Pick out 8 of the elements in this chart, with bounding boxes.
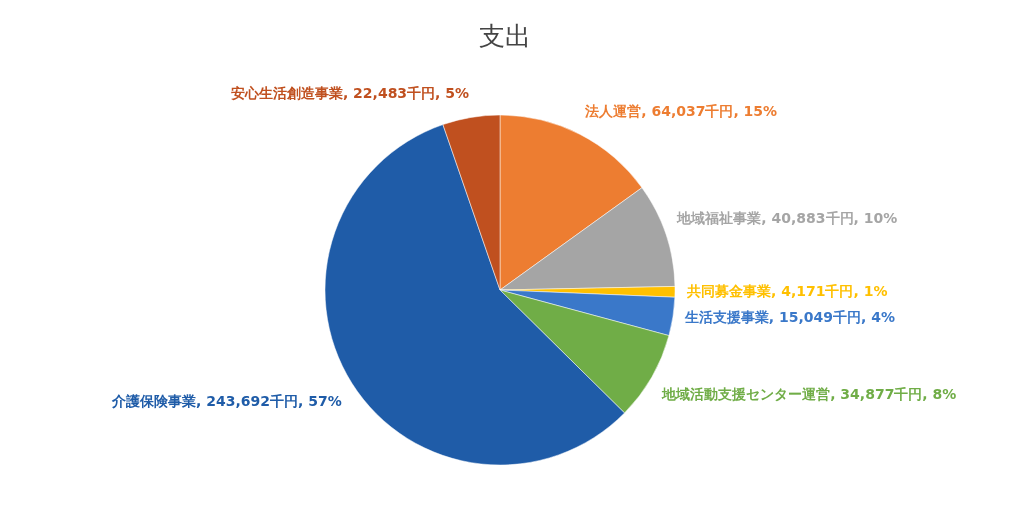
slice-label: 地域活動支援センター運営, 34,877千円, 8% [661,386,957,403]
slice-label: 安心生活創造事業, 22,483千円, 5% [230,84,470,101]
slice-label: 共同募金事業, 4,171千円, 1% [685,282,888,299]
slice-label: 法人運営, 64,037千円, 15% [584,102,778,119]
slice-label: 地域福祉事業, 40,883千円, 10% [676,209,898,226]
slice-label: 介護保険事業, 243,692千円, 57% [111,392,342,409]
chart-title: 支出 [478,21,531,51]
slice-label: 生活支援事業, 15,049千円, 4% [683,309,896,326]
